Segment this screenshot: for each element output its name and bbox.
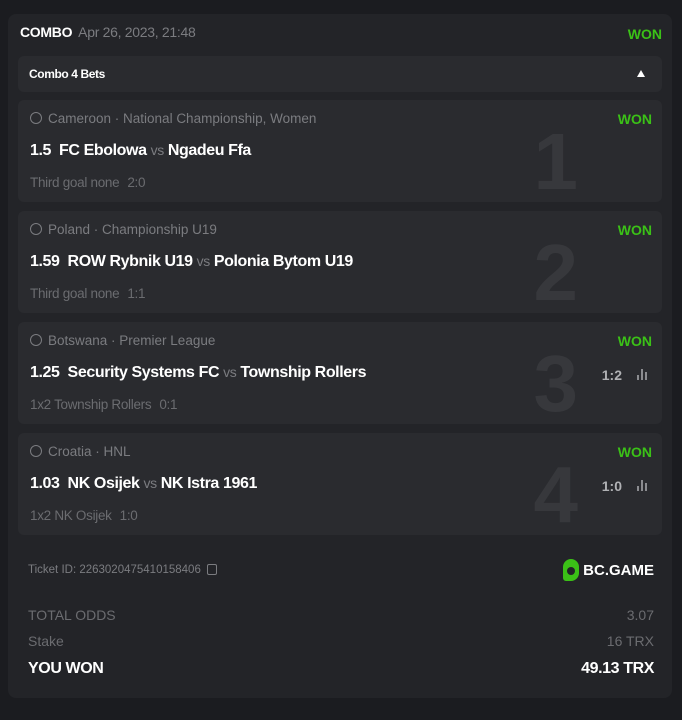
league-name: Championship U19 [102, 222, 217, 237]
market: Third goal none [30, 286, 120, 301]
odds: 1.03 [30, 475, 60, 492]
stats-icon[interactable] [636, 479, 650, 491]
vs-label: vs [223, 364, 237, 380]
vs-label: vs [150, 142, 165, 158]
total-odds-value: 3.07 [626, 607, 654, 623]
leg-status: WON [617, 333, 652, 349]
stats-icon[interactable] [636, 368, 650, 380]
winnings-value: 49.13 TRX [581, 660, 654, 677]
home-team: ROW Rybnik U19 [67, 253, 193, 270]
bet-status: WON [627, 26, 662, 42]
selection: Third goal none 2:0 [30, 175, 146, 190]
live-score: 1:0 [601, 478, 622, 494]
bet-leg: 3 Botswana · Premier League WON 1.25 Secu… [18, 322, 662, 424]
ticket-id-text: Ticket ID: 2263020475410158406 [28, 564, 201, 576]
soccer-ball-icon [30, 223, 42, 235]
match: 1.25 Security Systems FC vs Township Roller… [30, 364, 367, 382]
country: Botswana [48, 333, 108, 348]
league: Croatia · HNL [30, 444, 131, 459]
bet-type: COMBO [20, 24, 73, 40]
country: Croatia [48, 444, 92, 459]
leg-index: 2 [533, 228, 579, 313]
home-team: Security Systems FC [67, 364, 220, 381]
league-name: Premier League [119, 333, 216, 348]
stake-value: 16 TRX [606, 633, 654, 649]
selection: 1x2 Township Rollers 0:1 [30, 397, 178, 412]
country: Cameroon [48, 111, 112, 126]
result: 1:0 [119, 508, 138, 523]
away-team: Ngadeu Ffa [167, 142, 252, 159]
selection: Third goal none 1:1 [30, 286, 146, 301]
home-team: FC Ebolowa [59, 142, 147, 159]
market: 1x2 NK Osijek [30, 508, 112, 523]
league-name: HNL [103, 444, 131, 459]
result: 1:1 [127, 286, 146, 301]
league: Cameroon · National Championship, Women [30, 111, 316, 126]
result: 2:0 [127, 175, 146, 190]
soccer-ball-icon [30, 445, 42, 457]
match: 1.03 NK Osijek vs NK Istra 1961 [30, 475, 257, 493]
vs-label: vs [143, 475, 158, 491]
combo-toggle[interactable]: Combo 4 Bets [18, 56, 662, 92]
caret-up-icon[interactable] [637, 70, 645, 77]
leg-status: WON [617, 222, 652, 238]
total-odds-label: TOTAL ODDS [28, 607, 116, 623]
odds: 1.59 [30, 253, 60, 270]
league: Botswana · Premier League [30, 333, 215, 348]
odds: 1.25 [30, 364, 60, 381]
country: Poland [48, 222, 91, 237]
away-team: NK Istra 1961 [160, 475, 258, 492]
leg-index: 1 [533, 117, 579, 202]
odds: 1.5 [30, 142, 52, 159]
result: 0:1 [159, 397, 178, 412]
away-team: Township Rollers [240, 364, 367, 381]
copy-icon[interactable] [206, 564, 217, 575]
leg-index: 3 [533, 339, 579, 424]
live-score: 1:2 [601, 367, 622, 383]
away-team: Polonia Bytom U19 [213, 253, 353, 270]
match: 1.5 FC Ebolowa vs Ngadeu Ffa [30, 142, 251, 160]
total-odds-row: TOTAL ODDS 3.07 [28, 607, 654, 623]
selection: 1x2 NK Osijek 1:0 [30, 508, 138, 523]
brand-name: BC.GAME [583, 561, 654, 579]
league: Poland · Championship U19 [30, 222, 217, 237]
winnings-row: YOU WON 49.13 TRX [28, 660, 654, 678]
stake-row: Stake 16 TRX [28, 633, 654, 649]
ticket-id: Ticket ID: 2263020475410158406 [28, 564, 217, 576]
leg-status: WON [617, 444, 652, 460]
bet-leg: 2 Poland · Championship U19 WON 1.59 ROW … [18, 211, 662, 313]
brand-logo: BC.GAME [563, 559, 654, 581]
leg-status: WON [617, 111, 652, 127]
leg-index: 4 [533, 450, 579, 535]
soccer-ball-icon [30, 112, 42, 124]
bet-header: COMBO Apr 26, 2023, 21:48 [20, 24, 196, 40]
winnings-label: YOU WON [28, 660, 104, 677]
market: 1x2 Township Rollers [30, 397, 152, 412]
combo-label: Combo 4 Bets [29, 67, 105, 81]
bet-date: Apr 26, 2023, 21:48 [78, 24, 196, 40]
bet-leg: 4 Croatia · HNL WON 1.03 NK Osijek vs NK Is… [18, 433, 662, 535]
soccer-ball-icon [30, 334, 42, 346]
league-name: National Championship, Women [123, 111, 317, 126]
market: Third goal none [30, 175, 120, 190]
bet-leg: 1 Cameroon · National Championship, Wome… [18, 100, 662, 202]
bc-logo-icon [563, 559, 580, 581]
home-team: NK Osijek [67, 475, 140, 492]
stake-label: Stake [28, 633, 64, 649]
vs-label: vs [196, 253, 211, 269]
match: 1.59 ROW Rybnik U19 vs Polonia Bytom U19 [30, 253, 353, 271]
